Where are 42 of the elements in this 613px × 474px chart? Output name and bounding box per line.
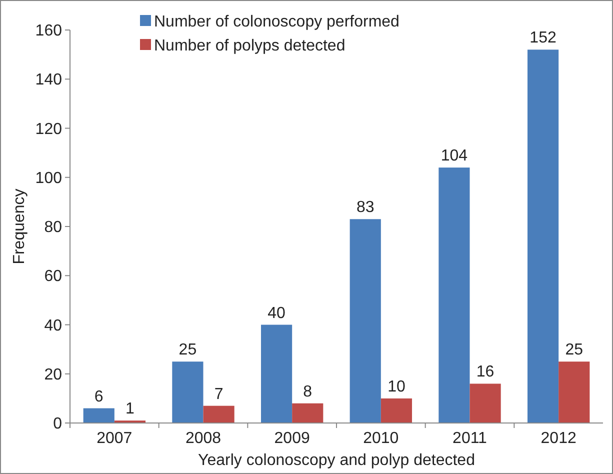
data-label: 40 — [268, 304, 286, 322]
bar — [292, 403, 324, 423]
data-label: 83 — [356, 199, 374, 216]
bar — [260, 324, 292, 423]
y-tick-label: 140 — [35, 72, 62, 89]
data-label: 25 — [565, 342, 584, 359]
x-tick-label: 2012 — [540, 430, 576, 447]
y-tick-label: 120 — [35, 120, 62, 138]
bar — [172, 362, 204, 423]
y-tick-label: 40 — [44, 317, 62, 334]
legend-label: Number of polyps detected — [154, 38, 346, 55]
data-label: 16 — [476, 364, 494, 381]
data-label: 25 — [178, 342, 197, 359]
data-label: 8 — [303, 383, 312, 400]
y-tick-label: 80 — [44, 219, 62, 236]
y-axis-title: Frequency — [11, 188, 28, 264]
x-tick-label: 2011 — [452, 430, 488, 447]
bar — [380, 398, 412, 423]
data-label: 7 — [214, 386, 224, 403]
y-tick-label: 0 — [53, 416, 62, 433]
x-tick-label: 2010 — [363, 430, 399, 447]
bar — [83, 408, 114, 423]
bar — [438, 168, 470, 423]
bar — [558, 362, 590, 423]
bar — [527, 50, 559, 423]
data-label: 10 — [388, 378, 406, 396]
x-tick-label: 2007 — [96, 430, 132, 447]
bar — [470, 384, 501, 423]
data-label: 6 — [94, 388, 104, 406]
bar — [203, 406, 234, 423]
legend-label: Number of colonoscopy performed — [154, 14, 400, 31]
bar — [350, 219, 381, 423]
y-tick-label: 160 — [35, 22, 62, 40]
data-label: 1 — [126, 400, 135, 418]
x-tick-label: 2008 — [185, 430, 222, 447]
y-tick-label: 100 — [35, 170, 62, 187]
data-label: 152 — [530, 30, 556, 47]
y-tick-label: 20 — [44, 366, 62, 384]
data-label: 104 — [440, 148, 468, 165]
x-axis-title: Yearly colonoscopy and polyp detected — [198, 452, 475, 469]
x-tick-label: 2009 — [274, 430, 310, 447]
y-tick-label: 60 — [44, 268, 62, 286]
